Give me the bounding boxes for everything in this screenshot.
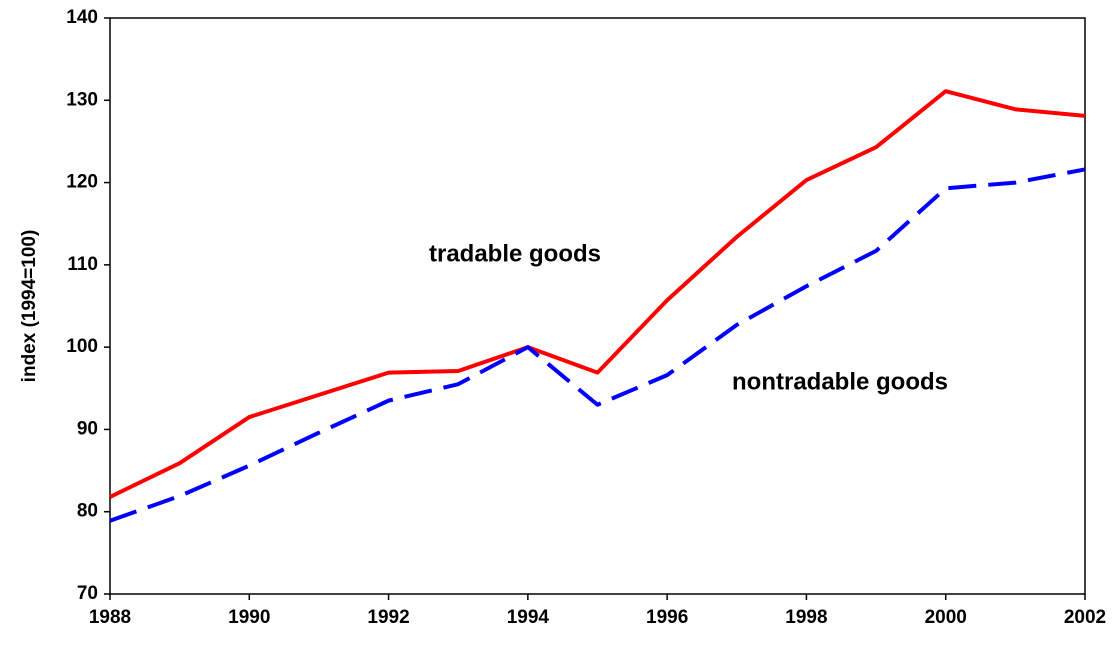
y-tick-label: 100	[66, 336, 98, 357]
y-tick-label: 140	[66, 7, 98, 28]
plot-frame	[109, 17, 1086, 595]
x-tick-label: 2002	[1064, 607, 1106, 628]
x-tick-label: 1998	[785, 607, 827, 628]
y-axis-label: index (1994=100)	[19, 230, 40, 383]
x-tick-label: 1994	[507, 607, 550, 628]
x-tick-label: 1988	[89, 607, 131, 628]
y-tick-label: 110	[67, 254, 98, 275]
series-label: nontradable goods	[732, 368, 948, 395]
x-tick-label: 1992	[367, 607, 409, 628]
series-line	[109, 89, 1086, 499]
y-tick-label: 80	[77, 501, 98, 522]
series-label: tradable goods	[429, 240, 601, 267]
y-tick-label: 120	[66, 172, 98, 193]
x-tick-label: 1990	[228, 607, 270, 628]
x-tick-label: 1996	[646, 607, 688, 628]
y-tick-label: 130	[66, 89, 98, 110]
y-tick-label: 70	[77, 583, 98, 604]
y-tick-label: 90	[77, 418, 98, 439]
series-line	[109, 167, 1086, 523]
x-tick-label: 2000	[925, 607, 967, 628]
